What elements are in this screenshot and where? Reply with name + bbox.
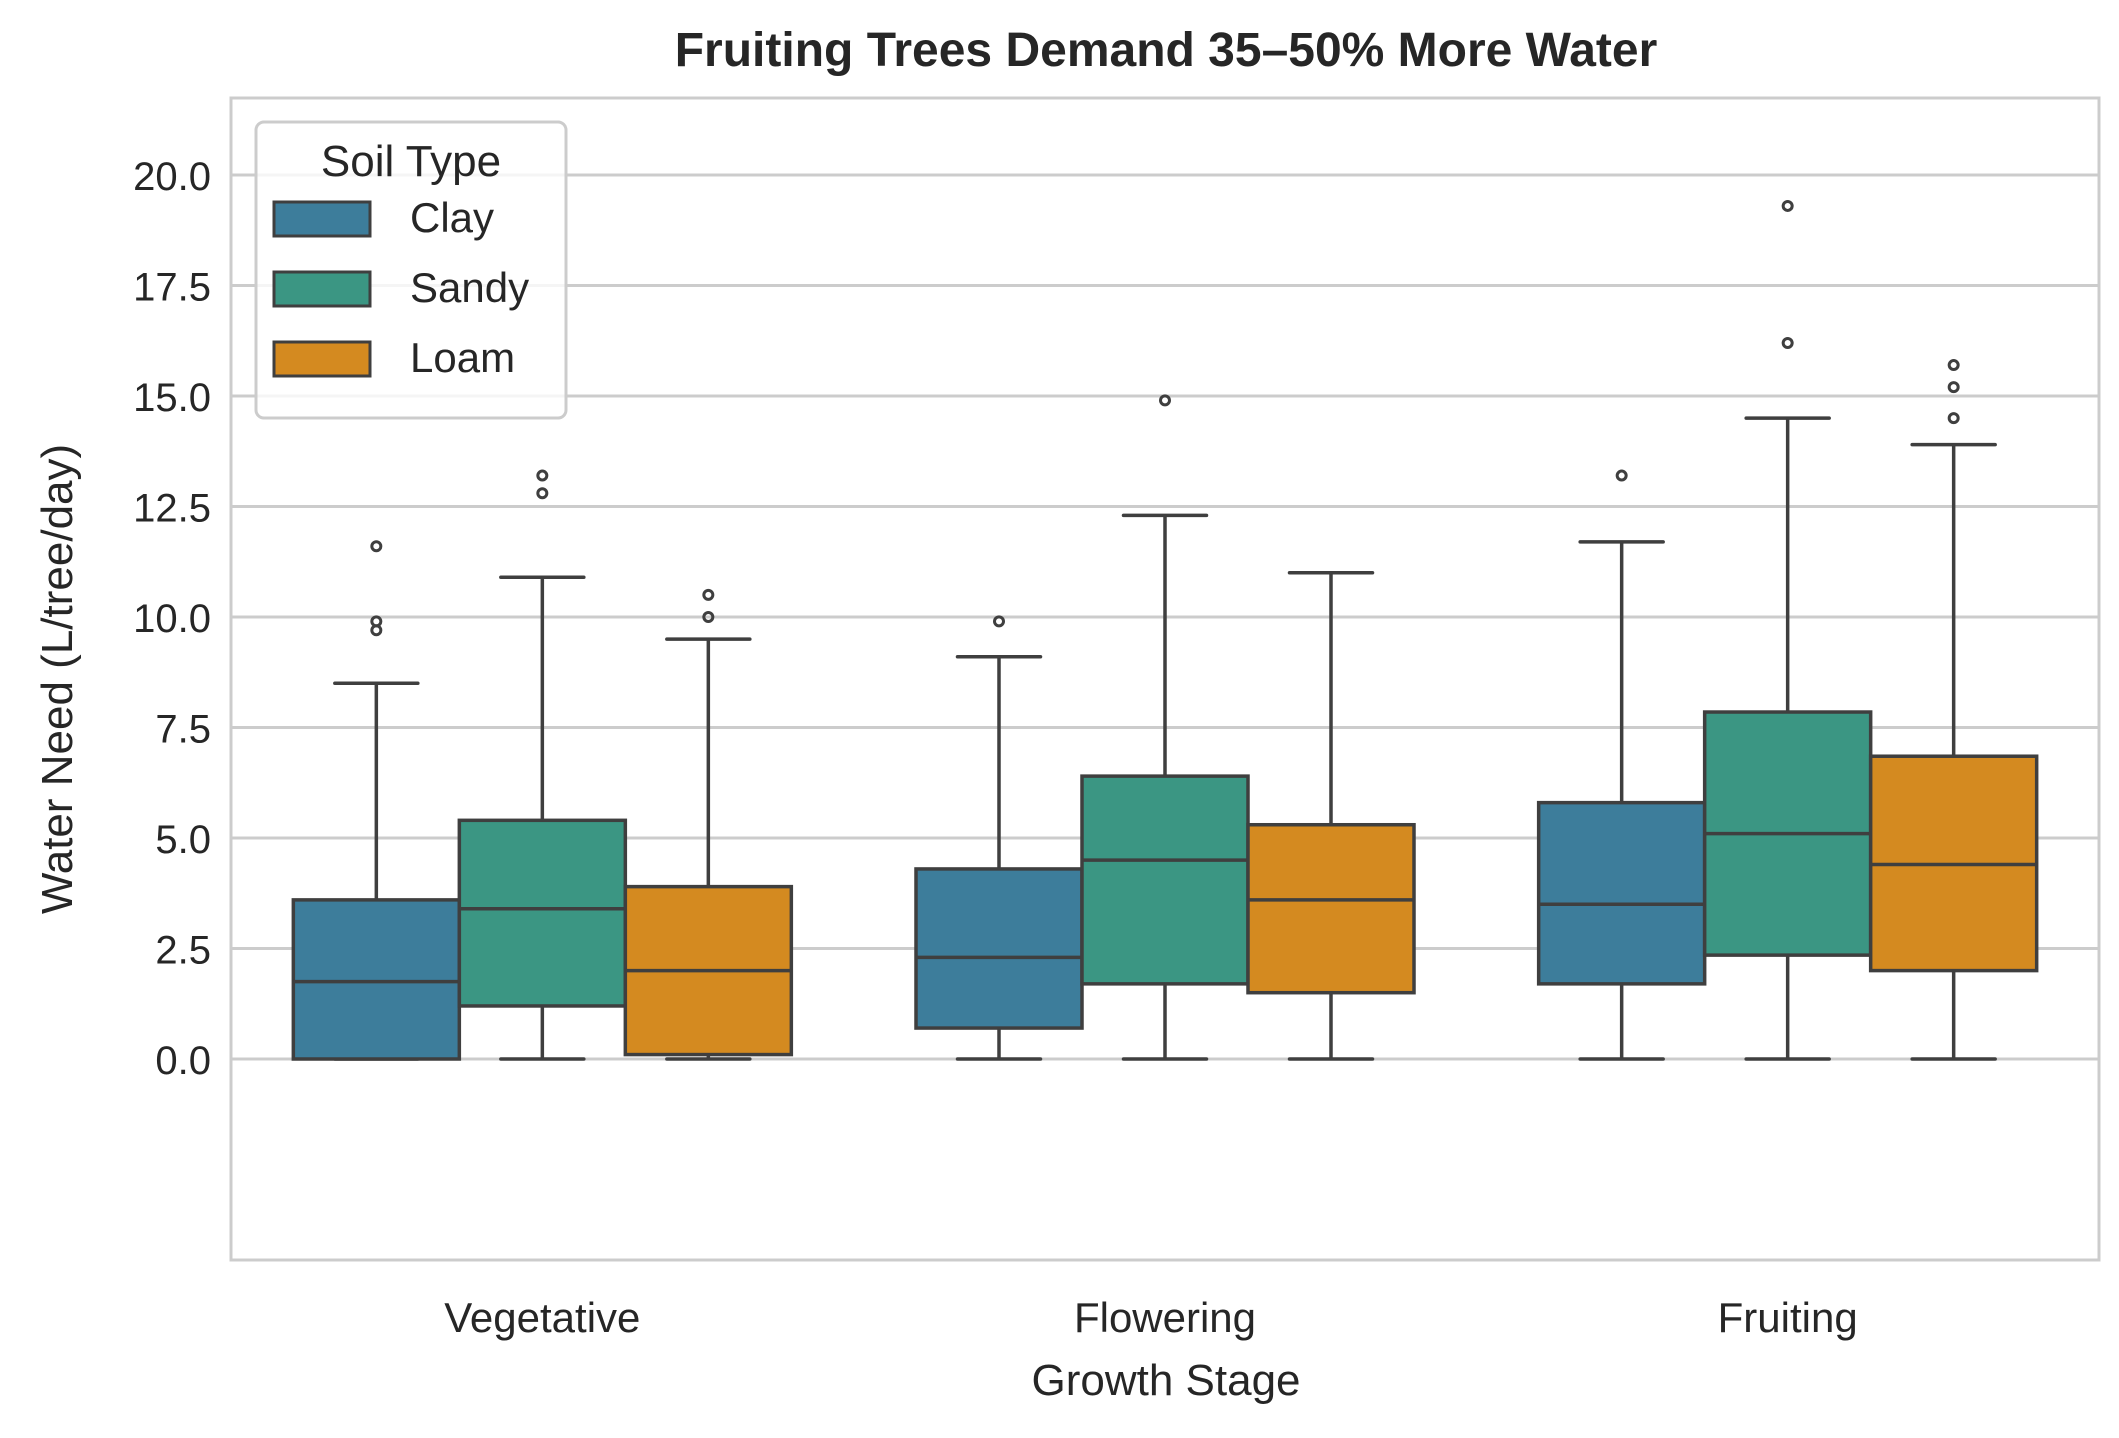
- y-tick-label: 2.5: [155, 929, 211, 973]
- y-tick-label: 0.0: [155, 1039, 211, 1083]
- y-tick-label: 7.5: [155, 708, 211, 752]
- legend-title: Soil Type: [321, 137, 501, 186]
- boxes: [291, 199, 2039, 1061]
- outlier-point: [702, 611, 715, 623]
- outlier-point: [993, 615, 1005, 628]
- box-iqr: [457, 818, 628, 1008]
- outlier-point: [1781, 199, 1794, 212]
- y-axis-ticks: 0.0 2.5 5.0 7.5 10.0 12.5 15.0 17.5 20.0: [133, 155, 211, 1083]
- x-axis-ticks: Vegetative Flowering Fruiting: [444, 1294, 1857, 1341]
- legend-label-clay: Clay: [410, 194, 494, 241]
- x-axis-label: Growth Stage: [1031, 1356, 1300, 1405]
- outlier-point: [1781, 336, 1794, 349]
- chart-title: Fruiting Trees Demand 35–50% More Water: [675, 24, 1658, 77]
- box-iqr: [914, 867, 1084, 1030]
- legend: Soil Type Clay Sandy Loam: [254, 120, 568, 420]
- outlier-point: [1947, 359, 1960, 372]
- y-axis-label: Water Need (L/tree/day): [33, 444, 82, 914]
- box-sandy-vegetative: [457, 469, 628, 1061]
- legend-swatch-loam: [272, 340, 372, 378]
- legend-swatch-sandy: [272, 270, 372, 308]
- y-tick-label: 5.0: [155, 818, 211, 862]
- box-clay-vegetative: [291, 540, 462, 1061]
- x-tick-label: Flowering: [1074, 1294, 1256, 1341]
- legend-swatch-clay: [272, 200, 372, 238]
- x-tick-label: Fruiting: [1718, 1294, 1858, 1341]
- outlier-point: [1615, 469, 1628, 482]
- outlier-point: [536, 469, 549, 482]
- box-iqr: [291, 898, 462, 1061]
- legend-label-sandy: Sandy: [410, 264, 529, 311]
- outlier-point: [370, 615, 383, 628]
- y-tick-label: 12.5: [133, 487, 211, 531]
- box-loam-vegetative: [623, 588, 794, 1061]
- y-tick-label: 15.0: [133, 376, 211, 420]
- box-loam-fruiting: [1868, 359, 2039, 1061]
- y-tick-label: 17.5: [133, 266, 211, 310]
- box-iqr: [1536, 800, 1707, 986]
- box-sandy-fruiting: [1702, 199, 1873, 1061]
- legend-label-loam: Loam: [410, 334, 515, 381]
- outlier-point: [1159, 394, 1171, 407]
- box-sandy-flowering: [1080, 394, 1250, 1061]
- outlier-point: [1947, 412, 1960, 425]
- box-iqr: [1080, 774, 1250, 986]
- outlier-point: [536, 487, 549, 500]
- x-tick-label: Vegetative: [444, 1294, 640, 1341]
- outlier-point: [370, 540, 383, 553]
- box-clay-fruiting: [1536, 469, 1707, 1061]
- outlier-point: [702, 588, 715, 601]
- box-loam-flowering: [1246, 571, 1416, 1061]
- box-iqr: [1246, 822, 1416, 995]
- plot-frame: [229, 96, 2101, 1262]
- outlier-point: [1947, 381, 1960, 394]
- box-clay-flowering: [914, 615, 1084, 1061]
- y-tick-label: 20.0: [133, 155, 211, 199]
- y-tick-label: 10.0: [133, 597, 211, 641]
